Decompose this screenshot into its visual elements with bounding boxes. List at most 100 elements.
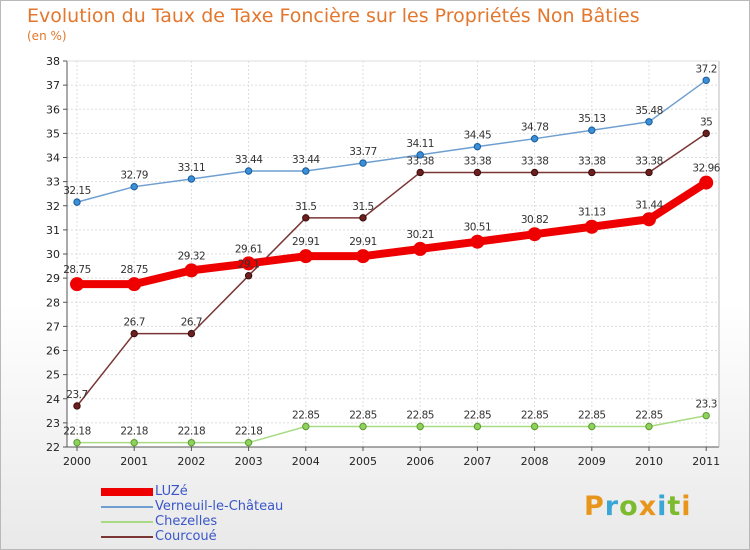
y-tick-label: 37	[46, 79, 60, 92]
x-tick-label: 2001	[120, 455, 148, 468]
chart-title: Evolution du Taux de Taxe Foncière sur l…	[27, 5, 640, 27]
data-point	[187, 438, 196, 447]
data-point	[359, 159, 367, 167]
data-point	[702, 411, 710, 420]
x-tick-label: 2009	[578, 455, 606, 468]
brand-letter: r	[604, 491, 620, 522]
x-tick-label: 2010	[635, 455, 663, 468]
data-label: 29.1	[238, 259, 259, 271]
data-point	[470, 234, 485, 249]
data-label: 22.18	[235, 426, 263, 438]
legend-swatch	[101, 506, 153, 508]
data-label: 32.15	[63, 185, 91, 197]
data-point	[73, 438, 81, 447]
data-label: 28.75	[63, 264, 91, 276]
legend-label: Chezelles	[155, 514, 218, 529]
data-point	[244, 167, 253, 175]
series-line-2	[76, 414, 707, 444]
data-point	[187, 175, 196, 183]
legend: LUZé Verneuil-le-Château Chezelles Courcoué	[101, 484, 361, 544]
data-label: 23.7	[66, 389, 87, 401]
data-label: 37.2	[696, 63, 717, 75]
data-point	[127, 277, 142, 292]
data-point	[241, 256, 256, 271]
y-tick-label: 36	[46, 103, 60, 116]
data-label: 22.85	[578, 409, 606, 421]
legend-item: Chezelles	[101, 514, 361, 529]
data-point	[473, 422, 482, 431]
data-label: 29.91	[349, 236, 377, 248]
data-point	[473, 142, 482, 151]
data-label: 32.96	[692, 163, 720, 175]
data-point	[473, 168, 482, 177]
legend-label: LUZé	[155, 484, 188, 499]
legend-swatch	[101, 488, 153, 496]
data-label: 33.38	[635, 155, 663, 167]
data-point	[130, 182, 138, 191]
data-label: 29.91	[292, 236, 320, 248]
data-point	[588, 168, 596, 177]
data-point	[359, 214, 367, 222]
legend-item: Courcoué	[101, 529, 361, 544]
y-tick-label: 38	[46, 55, 60, 68]
x-tick-label: 2005	[349, 455, 377, 468]
data-point	[642, 212, 656, 227]
data-point	[244, 438, 253, 447]
data-point	[527, 227, 542, 242]
data-point	[416, 422, 424, 431]
data-label: 35.13	[578, 113, 606, 125]
data-point	[530, 134, 539, 143]
data-point	[645, 118, 653, 126]
data-label: 33.38	[521, 155, 549, 167]
data-label: 32.79	[120, 170, 148, 182]
data-label: 30.82	[521, 214, 549, 226]
y-tick-label: 29	[46, 272, 60, 285]
data-label: 29.32	[178, 250, 206, 262]
data-label: 22.18	[63, 426, 91, 438]
data-point	[416, 168, 424, 177]
data-point	[73, 198, 81, 206]
data-point	[302, 167, 310, 175]
data-point	[699, 175, 714, 190]
data-label: 31.13	[578, 207, 606, 219]
data-label: 22.85	[635, 409, 663, 421]
data-label: 35.48	[635, 105, 663, 117]
data-point	[184, 263, 199, 278]
y-tick-label: 24	[46, 393, 60, 406]
data-point	[702, 76, 710, 85]
legend-swatch	[101, 521, 153, 523]
data-point	[584, 219, 599, 234]
brand-letter: i	[681, 491, 692, 522]
data-point	[187, 329, 196, 338]
data-point	[416, 151, 424, 159]
data-label: 22.85	[406, 409, 434, 421]
chart-subtitle: (en %)	[27, 29, 67, 43]
data-point	[298, 249, 313, 264]
y-tick-label: 33	[46, 176, 60, 189]
y-tick-label: 26	[46, 345, 60, 358]
data-point	[413, 241, 428, 256]
data-label: 34.78	[521, 122, 549, 134]
y-tick-label: 23	[46, 417, 60, 430]
data-label: 22.18	[178, 426, 206, 438]
data-label: 30.51	[464, 222, 492, 234]
x-tick-label: 2007	[463, 455, 491, 468]
data-label: 34.11	[406, 138, 434, 150]
brand-logo: Proxiti	[584, 491, 692, 522]
legend-swatch	[101, 536, 153, 538]
data-point	[302, 214, 310, 222]
series-line-1	[76, 79, 707, 203]
y-tick-label: 30	[46, 248, 60, 261]
brand-letter: x	[638, 491, 658, 522]
data-label: 29.61	[235, 243, 263, 255]
data-label: 22.18	[120, 426, 148, 438]
x-tick-label: 2006	[406, 455, 434, 468]
data-label: 31.44	[635, 199, 663, 211]
data-label: 22.85	[292, 409, 320, 421]
data-point	[130, 329, 138, 338]
data-label: 28.75	[120, 264, 148, 276]
brand-letter: t	[667, 491, 682, 522]
data-label: 30.21	[406, 229, 434, 241]
y-tick-label: 28	[46, 296, 60, 309]
